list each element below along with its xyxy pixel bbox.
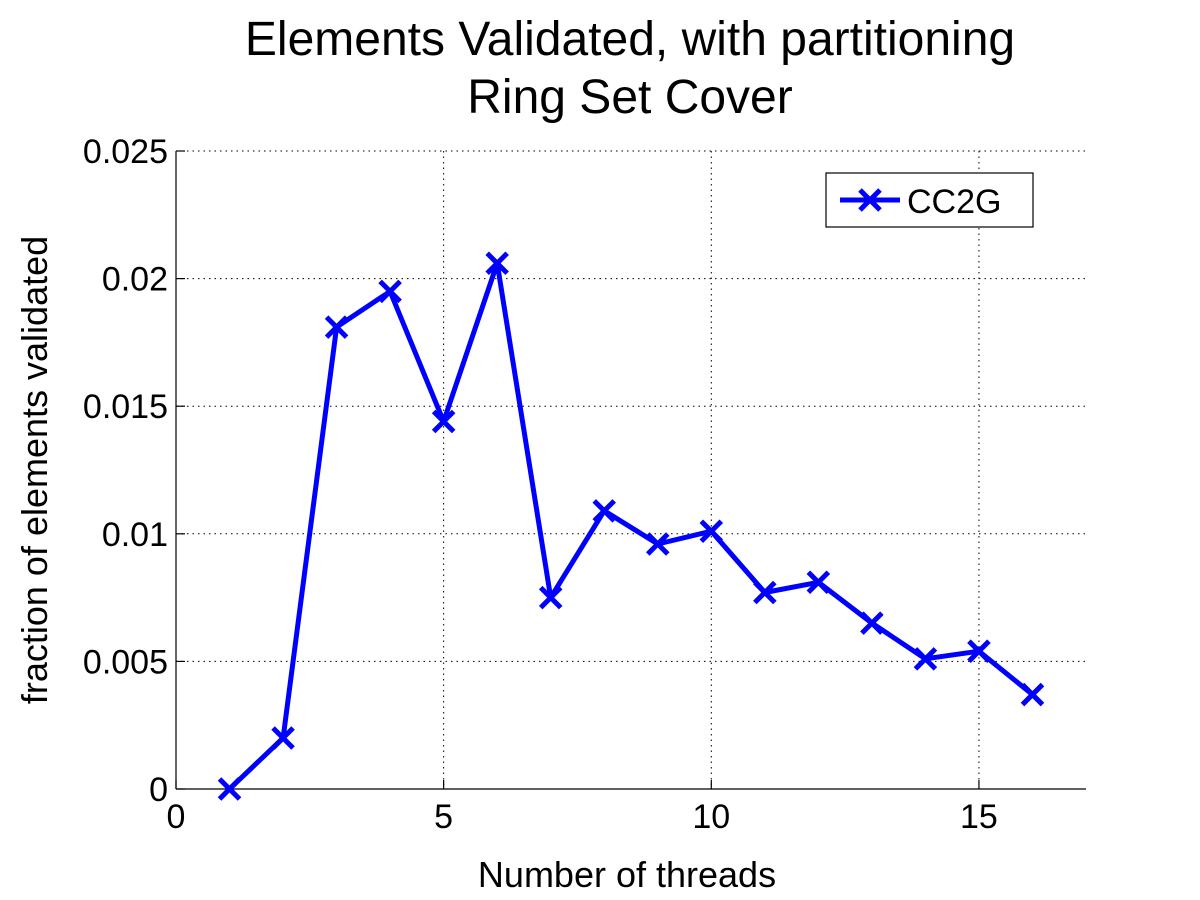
axes [175,150,1086,790]
data-point-marker-15 [1020,682,1045,707]
chart-title-line-1: Elements Validated, with partitioning [245,13,1015,66]
data-point-marker-1 [271,726,295,750]
data-point-marker-2 [324,315,349,339]
data-point-marker-6 [538,585,563,610]
data-point-marker-12 [860,611,884,635]
data-series [217,251,1045,801]
y-axis-label: fraction of elements validated [14,236,55,704]
x-tick-label-1: 5 [434,798,453,836]
y-tick-label-3: 0.015 [83,388,168,426]
chart-title-line-2: Ring Set Cover [467,71,792,124]
y-tick-label-4: 0.02 [102,261,168,299]
grid-lines [176,150,1086,789]
data-point-marker-5 [485,251,509,276]
data-point-marker-10 [753,580,777,605]
data-point-marker-9 [699,519,724,544]
data-point-marker-13 [913,647,938,671]
data-point-marker-14 [967,639,991,663]
y-tick-label-1: 0.005 [83,643,168,681]
x-tick-label-2: 10 [692,798,730,836]
y-tick-label-0: 0 [149,771,168,809]
data-point-marker-0 [217,777,242,801]
legend: CC2G [825,172,1034,228]
legend-entry-label: CC2G [907,183,1001,221]
tick-labels: 0 5 10 15 0 0.005 0.01 0.015 0.02 0.025 [83,133,998,836]
x-tick-label-3: 15 [960,798,998,836]
series-line-0 [227,260,1035,791]
data-point-marker-7 [592,499,617,523]
data-point-marker-3 [378,279,402,304]
data-point-marker-8 [645,532,670,556]
y-tick-label-5: 0.025 [83,133,168,171]
data-point-marker-4 [431,409,456,434]
x-axis-label: Number of threads [478,854,776,895]
data-point-marker-11 [806,570,831,595]
x-tick-label-0: 0 [167,798,186,836]
y-tick-label-2: 0.01 [102,516,168,554]
legend-marker [858,188,882,212]
